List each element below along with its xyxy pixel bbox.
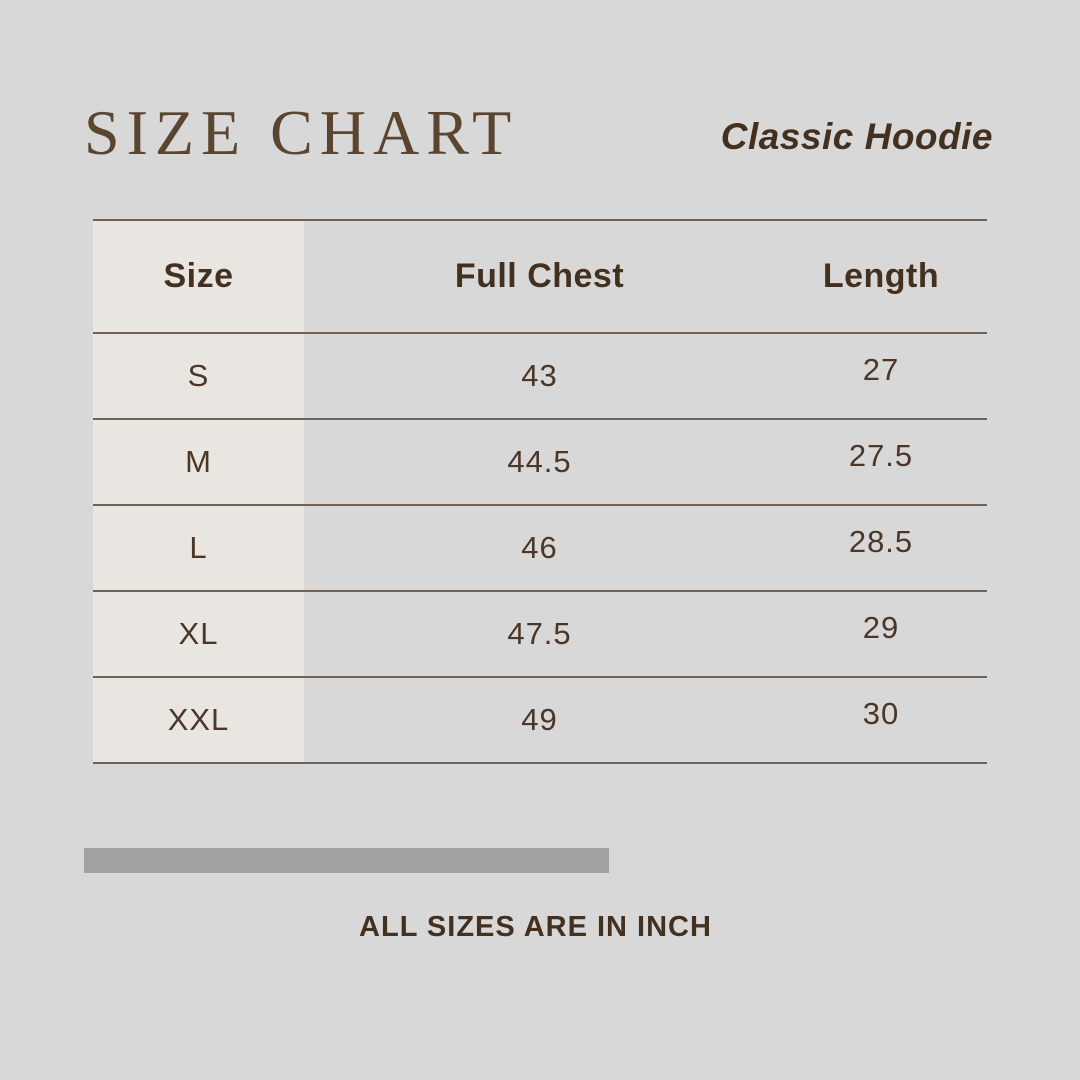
table-row-s: S 43 27: [93, 334, 987, 420]
page-title: SIZE CHART: [84, 97, 519, 168]
cell-full-chest: 47.5: [507, 616, 572, 651]
cell-length: 27: [862, 352, 900, 387]
cell-size: XL: [93, 592, 304, 676]
cell-length: 30: [862, 696, 900, 731]
cell-length: 27.5: [848, 438, 914, 473]
table-row-xl: XL 47.5 29: [93, 592, 987, 678]
cell-size: S: [93, 334, 304, 418]
cell-length: 29: [862, 610, 900, 645]
cell-size: XXL: [93, 678, 304, 762]
cell-length: 28.5: [848, 524, 914, 559]
divider-bar: [84, 848, 609, 873]
col-header-full-chest: Full Chest: [454, 257, 625, 295]
cell-size: M: [93, 420, 304, 504]
cell-full-chest: 44.5: [507, 444, 572, 479]
units-note: ALL SIZES ARE IN INCH: [359, 911, 712, 943]
product-name: Classic Hoodie: [720, 116, 993, 157]
cell-size: L: [93, 506, 304, 590]
cell-full-chest: 46: [521, 530, 558, 565]
size-chart-table: Size Full Chest Length S 43 27 M 44.5 27…: [93, 219, 987, 764]
cell-full-chest: 43: [521, 358, 558, 393]
col-header-size: Size: [93, 221, 304, 332]
table-row-m: M 44.5 27.5: [93, 420, 987, 506]
table-header-row: Size Full Chest Length: [93, 221, 987, 334]
table-row-xxl: XXL 49 30: [93, 678, 987, 764]
col-header-length: Length: [822, 257, 940, 295]
cell-full-chest: 49: [521, 702, 558, 737]
table-row-l: L 46 28.5: [93, 506, 987, 592]
